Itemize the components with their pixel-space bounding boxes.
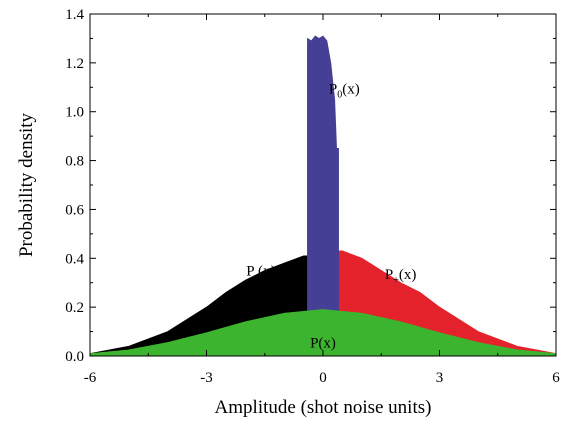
series-annotations: P-(x) P+(x) P0(x) P(x) xyxy=(246,81,416,351)
y-tick-label: 0.4 xyxy=(65,251,84,267)
y-tick-label: 0.2 xyxy=(65,300,84,316)
y-tick-label: 0.6 xyxy=(65,202,84,218)
y-tick-label: 0.8 xyxy=(65,154,84,170)
x-tick-label: 0 xyxy=(319,370,327,386)
area-series-2 xyxy=(307,35,339,357)
y-tick-label: 1.2 xyxy=(65,56,84,72)
x-axis-label: Amplitude (shot noise units) xyxy=(215,397,432,418)
tick-labels: -6 -3 0 3 6 0.0 0.2 0.4 0.6 0.8 1.0 1.2 1.4 xyxy=(65,7,560,386)
x-tick-label: 6 xyxy=(552,370,560,386)
series-label-0: P-(x) xyxy=(246,263,275,282)
y-tick-label: 1.0 xyxy=(65,105,84,121)
series-label-2: P0(x) xyxy=(329,81,360,100)
y-axis-label: Probability density xyxy=(16,112,37,257)
x-tick-label: 3 xyxy=(436,370,444,386)
series-areas xyxy=(89,35,557,357)
series-label-3: P(x) xyxy=(310,335,336,351)
x-tick-label: -6 xyxy=(84,370,97,386)
area-series-3 xyxy=(89,309,557,357)
x-tick-label: -3 xyxy=(200,370,213,386)
axis-ticks xyxy=(89,13,557,357)
series-label-1: P+(x) xyxy=(385,267,416,286)
y-tick-label: 1.4 xyxy=(65,7,84,23)
y-tick-label: 0.0 xyxy=(65,349,84,365)
